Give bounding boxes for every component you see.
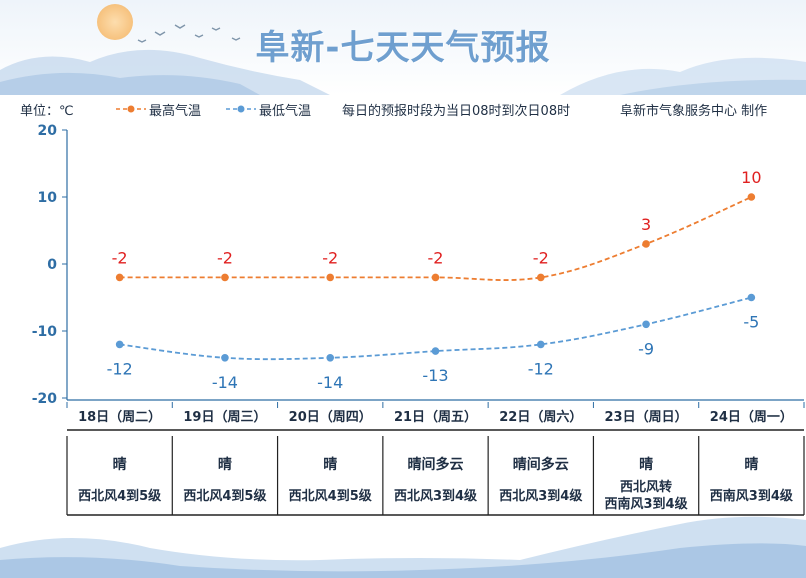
x-tick-label: 23日（周日） — [604, 410, 688, 425]
weather-condition: 晴间多云 — [407, 457, 464, 473]
wind-description: 西北风转 — [620, 480, 673, 495]
weather-condition: 晴 — [112, 457, 127, 473]
wind-description: 西南风3到4级 — [709, 489, 793, 504]
wind-description: 西南风3到4级 — [604, 497, 688, 512]
data-label-low: -13 — [422, 366, 448, 385]
y-tick-label: 10 — [38, 190, 58, 206]
page-title: 阜新-七天天气预报 — [255, 28, 551, 68]
data-point-high — [642, 240, 650, 248]
y-tick-label: -20 — [32, 391, 58, 407]
wind-description: 西北风4到5级 — [78, 489, 162, 504]
birds-icon — [137, 24, 241, 43]
data-point-low — [747, 293, 756, 302]
x-tick-label: 19日（周三） — [183, 410, 267, 425]
legend-high-marker — [116, 105, 146, 113]
weather-condition: 晴 — [744, 457, 759, 473]
y-tick-label: -10 — [32, 324, 58, 340]
data-point-low — [642, 320, 650, 329]
data-point-low — [221, 354, 229, 362]
wind-description: 西北风4到5级 — [288, 489, 372, 504]
wind-description: 西北风3到4级 — [499, 489, 583, 504]
legend-high-label: 最高气温 — [149, 104, 202, 119]
data-point-low — [115, 340, 124, 349]
data-label-high: -2 — [217, 248, 233, 267]
x-tick-label: 18日（周二） — [78, 410, 162, 425]
legend-low-marker — [226, 105, 256, 113]
wind-description: 西北风3到4级 — [393, 489, 478, 504]
x-tick-label: 20日（周四） — [288, 410, 372, 425]
y-tick-label: 20 — [38, 123, 58, 139]
data-point-high — [747, 193, 756, 201]
wind-description: 西北风4到5级 — [183, 489, 267, 504]
data-label-high: 3 — [641, 215, 651, 234]
data-label-low: -12 — [107, 359, 133, 378]
data-label-low: -12 — [528, 359, 554, 378]
data-label-low: -5 — [743, 313, 759, 332]
sun-icon — [97, 4, 133, 40]
weather-condition: 晴间多云 — [512, 457, 569, 473]
data-point-high — [431, 273, 440, 282]
weather-condition: 晴 — [639, 457, 654, 473]
data-label-high: -2 — [112, 248, 128, 267]
weather-condition: 晴 — [323, 457, 338, 473]
data-point-high — [221, 273, 229, 282]
data-point-low — [431, 347, 440, 355]
data-point-high — [326, 273, 335, 282]
x-tick-label: 22日（周六） — [499, 410, 583, 425]
data-point-high — [115, 273, 124, 282]
data-label-low: -14 — [212, 373, 238, 392]
data-point-low — [536, 340, 545, 349]
data-label-low: -14 — [317, 373, 343, 392]
unit-label: 单位：℃ — [20, 104, 74, 119]
y-tick-label: 0 — [47, 257, 57, 273]
data-label-low: -9 — [638, 339, 654, 358]
forecast-period-note: 每日的预报时段为当日08时到次日08时 — [342, 104, 571, 119]
series-line-high — [119, 196, 752, 281]
legend-low-label: 最低气温 — [259, 104, 312, 119]
x-tick-label: 21日（周五） — [393, 410, 478, 425]
data-label-high: -2 — [533, 248, 549, 267]
data-label-high: 10 — [741, 168, 761, 187]
data-point-high — [536, 273, 545, 282]
credit-text: 阜新市气象服务中心 制作 — [620, 104, 768, 119]
data-label-high: -2 — [428, 248, 444, 267]
x-tick-label: 24日（周一） — [709, 410, 793, 425]
weather-condition: 晴 — [217, 457, 232, 473]
data-label-high: -2 — [322, 248, 338, 267]
data-point-low — [326, 354, 335, 362]
